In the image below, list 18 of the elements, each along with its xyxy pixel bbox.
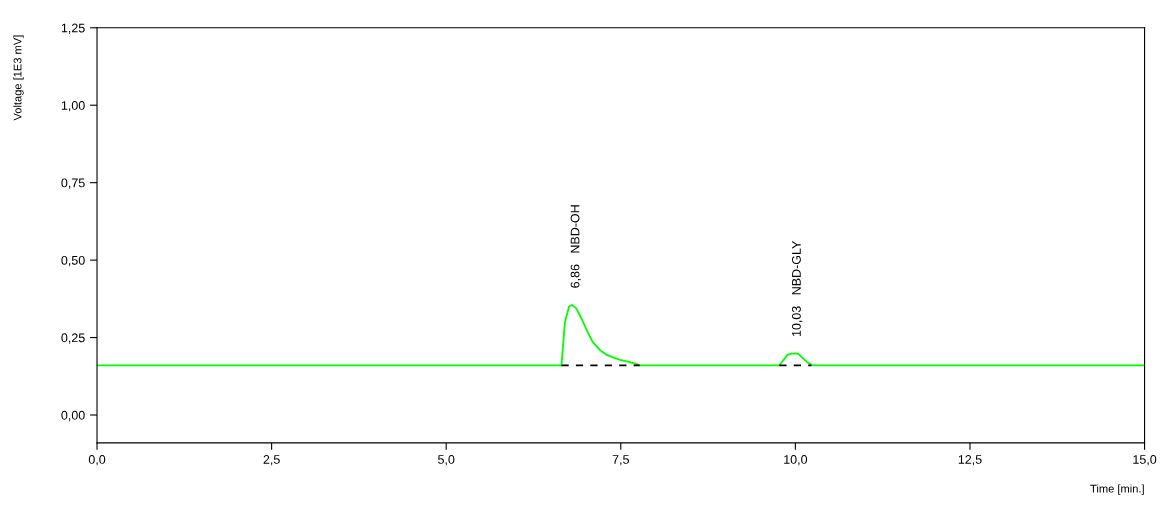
x-axis-title: Time [min.] [1090,484,1144,495]
x-tick-label: 12,5 [958,455,982,466]
y-axis-title: Voltage [1E3 mV] [13,35,24,121]
annotation: 6,86 NBD-OH [570,205,581,288]
annotation: 10,03 NBD-GLY [791,240,803,337]
x-tick-label: 2,5 [263,455,280,466]
y-tick-label: 0,50 [61,255,85,267]
x-tick-label: 5,0 [438,455,455,466]
y-tick-label: 1,00 [61,101,85,112]
y-tick-label: 0,75 [61,178,85,189]
y-tick-label: 1,25 [61,23,85,34]
y-tick-label: 0,00 [61,410,85,422]
x-tick-label: 15,0 [1133,455,1157,466]
y-tick-label: 0,25 [61,333,85,344]
x-tick-label: 0,0 [88,455,106,466]
line-series [97,304,1145,367]
x-tick-label: 10,0 [784,455,808,466]
x-tick-label: 7,5 [612,455,629,466]
